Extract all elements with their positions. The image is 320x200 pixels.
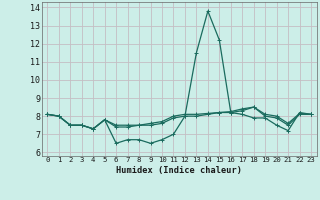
X-axis label: Humidex (Indice chaleur): Humidex (Indice chaleur) — [116, 166, 242, 175]
